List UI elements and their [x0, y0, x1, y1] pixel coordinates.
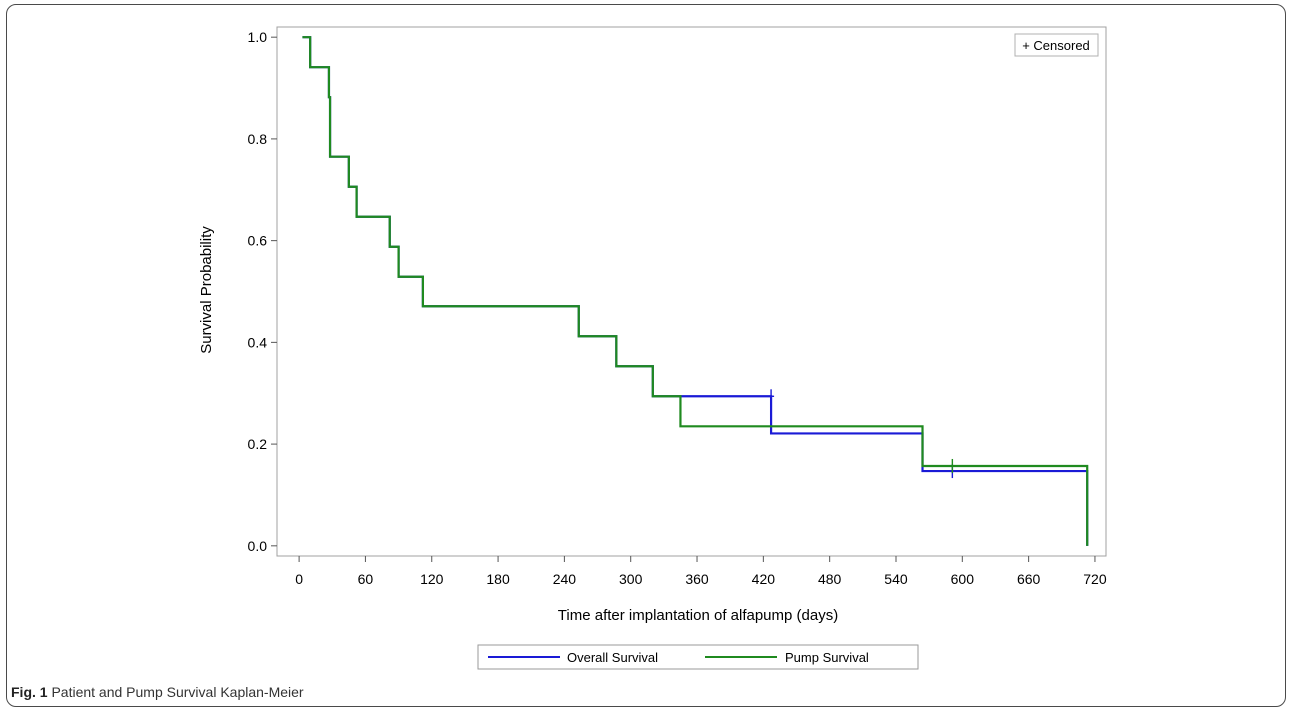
- legend-label-overall: Overall Survival: [567, 650, 658, 665]
- series-legend: Overall Survival Pump Survival: [477, 644, 919, 670]
- x-tick-label: 420: [752, 571, 776, 587]
- y-tick-label: 0.0: [248, 538, 268, 554]
- y-tick-label: 0.2: [248, 436, 268, 452]
- x-tick-label: 60: [358, 571, 374, 587]
- series-line-pump-survival: [302, 36, 1089, 546]
- x-tick-label: 720: [1083, 571, 1107, 587]
- censored-legend-text: + Censored: [1022, 38, 1090, 53]
- legend-label-pump: Pump Survival: [785, 650, 869, 665]
- plot-area: [276, 26, 1107, 557]
- x-tick-label: 480: [818, 571, 842, 587]
- censored-legend-box: [1014, 33, 1099, 57]
- x-tick-label: 660: [1017, 571, 1041, 587]
- x-tick-label: 120: [420, 571, 444, 587]
- x-tick-label: 360: [685, 571, 709, 587]
- figure-caption-label: Fig. 1: [11, 684, 48, 700]
- x-tick-label: 240: [553, 571, 577, 587]
- x-tick-label: 540: [884, 571, 908, 587]
- x-tick-label: 300: [619, 571, 643, 587]
- y-axis: 0.0 0.2 0.4 0.6 0.8 1.0: [248, 29, 277, 554]
- censored-legend: + Censored: [1014, 33, 1099, 57]
- figure-caption-text: Patient and Pump Survival Kaplan-Meier: [51, 684, 304, 700]
- y-tick-label: 0.8: [248, 131, 268, 147]
- y-tick-label: 0.6: [248, 233, 268, 249]
- x-axis-label: Time after implantation of alfapump (day…: [558, 607, 838, 624]
- x-tick-label: 0: [295, 571, 303, 587]
- y-axis-label: Survival Probability: [198, 226, 215, 354]
- series-line-overall-survival: [302, 36, 1089, 546]
- figure-frame: [6, 4, 1286, 707]
- x-tick-label: 180: [486, 571, 510, 587]
- x-axis: 0 60 120 180 240 300 360 420 480 540 600 660 720: [295, 556, 1107, 587]
- figure-caption: Fig. 1 Patient and Pump Survival Kaplan-…: [11, 684, 304, 700]
- y-tick-label: 0.4: [248, 334, 268, 350]
- series-layer: [302, 36, 1089, 546]
- y-tick-label: 1.0: [248, 29, 268, 45]
- x-tick-label: 600: [951, 571, 975, 587]
